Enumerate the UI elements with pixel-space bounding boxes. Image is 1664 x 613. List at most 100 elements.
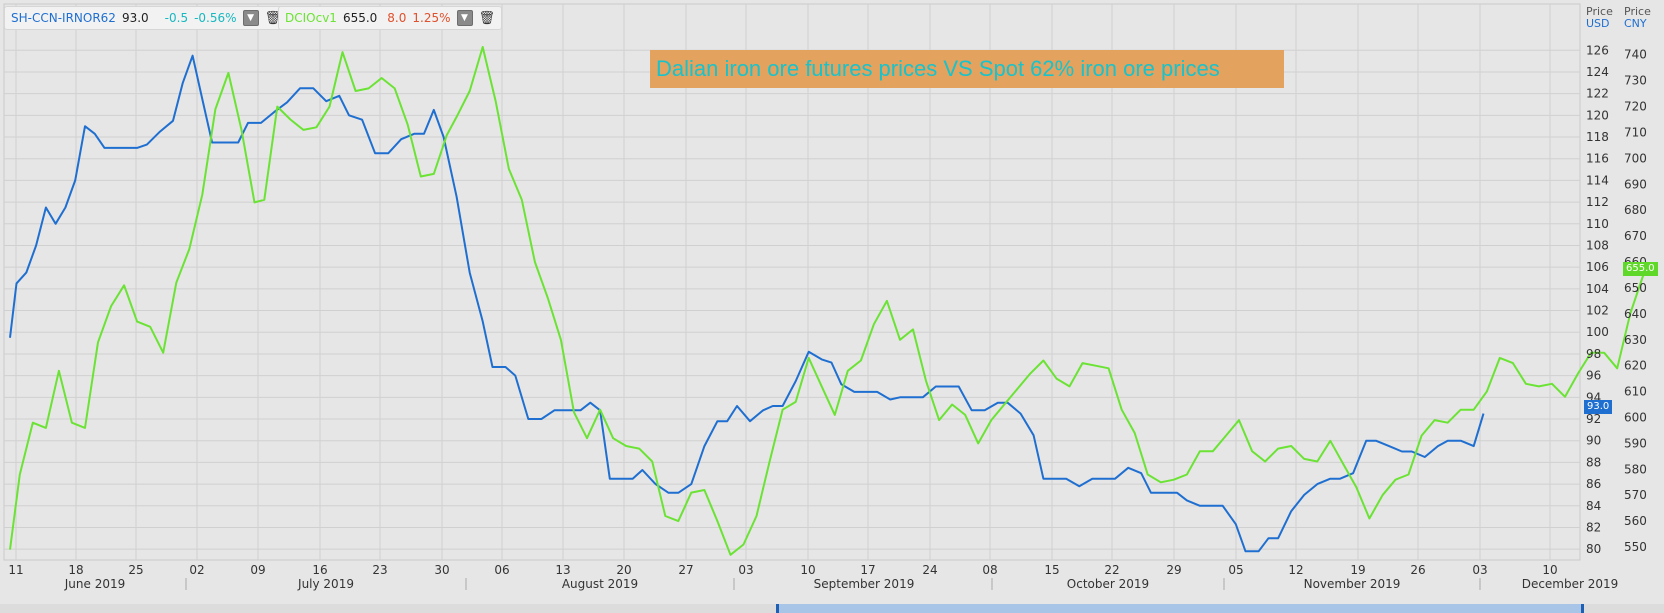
x-tick-label: 29 (1166, 563, 1181, 577)
legend-futures[interactable]: DCIOcv1 655.0 8.0 1.25% ▼ 🗑 (278, 6, 503, 30)
x-tick-label: 27 (678, 563, 693, 577)
y-right-tick-label: 580 (1624, 462, 1647, 476)
x-tick-label: 06 (494, 563, 509, 577)
x-tick-label: 16 (312, 563, 327, 577)
axes-layer: 8082848688909294969810010210410610811011… (8, 43, 1647, 591)
time-scrollbar[interactable] (0, 604, 1664, 613)
y-left-tick-label: 106 (1586, 260, 1609, 274)
x-tick-label: 03 (1472, 563, 1487, 577)
legend-spot-change: -0.5 (164, 11, 189, 25)
y-right-tick-label: 640 (1624, 307, 1647, 321)
y-left-tick-label: 98 (1586, 347, 1601, 361)
left-axis-unit: USD (1586, 17, 1610, 30)
month-label: November 2019 (1304, 577, 1401, 591)
x-tick-label: 12 (1288, 563, 1303, 577)
month-label: July 2019 (297, 577, 354, 591)
x-tick-label: 05 (1228, 563, 1243, 577)
x-tick-label: 26 (1410, 563, 1425, 577)
y-right-tick-label: 570 (1624, 488, 1647, 502)
left-axis-header: Price USD (1586, 6, 1613, 30)
y-right-tick-label: 560 (1624, 514, 1647, 528)
x-tick-label: 11 (8, 563, 23, 577)
series-line-DCIOcv1 (9, 46, 1645, 556)
y-left-tick-label: 112 (1586, 195, 1609, 209)
y-right-tick-label: 630 (1624, 333, 1647, 347)
x-tick-label: 20 (616, 563, 631, 577)
x-tick-label: 10 (1542, 563, 1557, 577)
legend-futures-name: DCIOcv1 (285, 11, 337, 25)
x-tick-label: 19 (1350, 563, 1365, 577)
month-label: December 2019 (1522, 577, 1619, 591)
y-right-tick-label: 690 (1624, 177, 1647, 191)
trash-icon[interactable]: 🗑 (478, 10, 496, 26)
y-left-tick-label: 80 (1586, 542, 1601, 556)
scrollbar-thumb[interactable] (776, 604, 1584, 613)
y-right-tick-label: 740 (1624, 48, 1647, 62)
futures-last-price-tag: 655.0 (1623, 262, 1658, 276)
y-right-tick-label: 710 (1624, 125, 1647, 139)
y-right-tick-label: 600 (1624, 410, 1647, 424)
trash-icon[interactable]: 🗑 (264, 10, 282, 26)
y-left-tick-label: 102 (1586, 304, 1609, 318)
right-axis-unit: CNY (1624, 17, 1647, 30)
x-tick-label: 17 (860, 563, 875, 577)
left-axis-title: Price (1586, 5, 1613, 18)
y-right-tick-label: 720 (1624, 100, 1647, 114)
legend-futures-change: 8.0 (387, 11, 407, 25)
spot-last-price-tag: 93.0 (1584, 400, 1613, 414)
legend-spot-change-pct: -0.56% (194, 11, 237, 25)
y-left-tick-label: 96 (1586, 369, 1601, 383)
y-left-tick-label: 118 (1586, 130, 1609, 144)
x-tick-label: 24 (922, 563, 937, 577)
y-right-tick-label: 610 (1624, 385, 1647, 399)
x-tick-label: 22 (1104, 563, 1119, 577)
legend-spot-name: SH-CCN-IRNOR62 (11, 11, 116, 25)
y-left-tick-label: 120 (1586, 108, 1609, 122)
chevron-down-icon[interactable]: ▼ (456, 10, 473, 26)
chevron-down-icon[interactable]: ▼ (242, 10, 259, 26)
legend-spot-value: 93.0 (121, 11, 149, 25)
chart-title: Dalian iron ore futures prices VS Spot 6… (656, 56, 1220, 81)
y-left-tick-label: 82 (1586, 520, 1601, 534)
legend-spot[interactable]: SH-CCN-IRNOR62 93.0 -0.5 -0.56% ▼ 🗑 (4, 6, 289, 30)
y-left-tick-label: 100 (1586, 325, 1609, 339)
x-tick-label: 13 (555, 563, 570, 577)
y-left-tick-label: 90 (1586, 434, 1601, 448)
x-tick-label: 15 (1044, 563, 1059, 577)
y-left-tick-label: 92 (1586, 412, 1601, 426)
y-right-tick-label: 550 (1624, 540, 1647, 554)
y-right-tick-label: 590 (1624, 436, 1647, 450)
x-tick-label: 23 (372, 563, 387, 577)
y-right-tick-label: 620 (1624, 359, 1647, 373)
x-tick-label: 09 (250, 563, 265, 577)
y-left-tick-label: 84 (1586, 499, 1601, 513)
month-label: August 2019 (562, 577, 638, 591)
x-tick-label: 02 (189, 563, 204, 577)
y-left-tick-label: 110 (1586, 217, 1609, 231)
plot-border (3, 3, 1581, 561)
y-right-tick-label: 730 (1624, 74, 1647, 88)
right-axis-header: Price CNY (1624, 6, 1651, 30)
y-left-tick-label: 88 (1586, 455, 1601, 469)
x-tick-label: 08 (982, 563, 997, 577)
series-layer (9, 46, 1645, 556)
y-left-tick-label: 86 (1586, 477, 1601, 491)
y-left-tick-label: 126 (1586, 43, 1609, 57)
y-right-tick-label: 680 (1624, 203, 1647, 217)
x-tick-label: 10 (800, 563, 815, 577)
x-tick-label: 18 (68, 563, 83, 577)
y-right-tick-label: 700 (1624, 151, 1647, 165)
y-left-tick-label: 124 (1586, 65, 1609, 79)
y-right-tick-label: 670 (1624, 229, 1647, 243)
month-label: October 2019 (1067, 577, 1149, 591)
legend-futures-change-pct: 1.25% (412, 11, 451, 25)
chart-title-banner: Dalian iron ore futures prices VS Spot 6… (650, 50, 1284, 88)
right-axis-title: Price (1624, 5, 1651, 18)
x-tick-label: 03 (738, 563, 753, 577)
month-label: June 2019 (64, 577, 126, 591)
legend-futures-value: 655.0 (342, 11, 378, 25)
x-tick-label: 25 (128, 563, 143, 577)
y-left-tick-label: 114 (1586, 173, 1609, 187)
x-tick-label: 30 (434, 563, 449, 577)
